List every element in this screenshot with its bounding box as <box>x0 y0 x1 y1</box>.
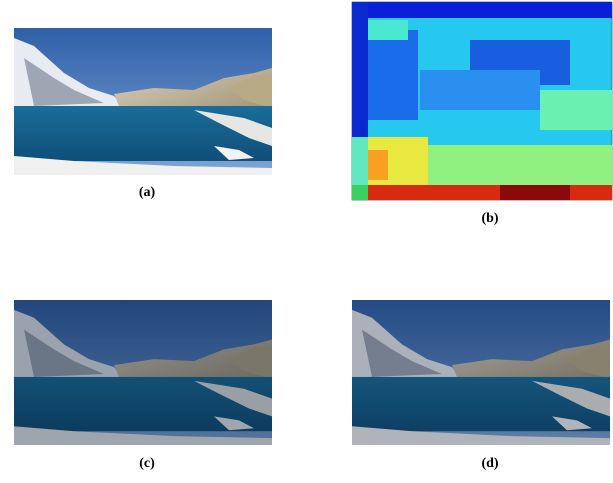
photo-shade <box>352 300 610 445</box>
panel-label: (c) <box>139 456 155 471</box>
page: (a) (b) (c) (d) (() => { const data = JS… <box>0 0 613 478</box>
photo-shade <box>14 300 272 445</box>
figure: (a) (b) (c) (d) <box>0 0 613 478</box>
photo-original <box>14 28 272 175</box>
panel-label: (b) <box>481 211 498 226</box>
panel-label: (d) <box>481 456 498 471</box>
panel-label: (a) <box>139 185 156 200</box>
heatmap <box>352 2 612 200</box>
